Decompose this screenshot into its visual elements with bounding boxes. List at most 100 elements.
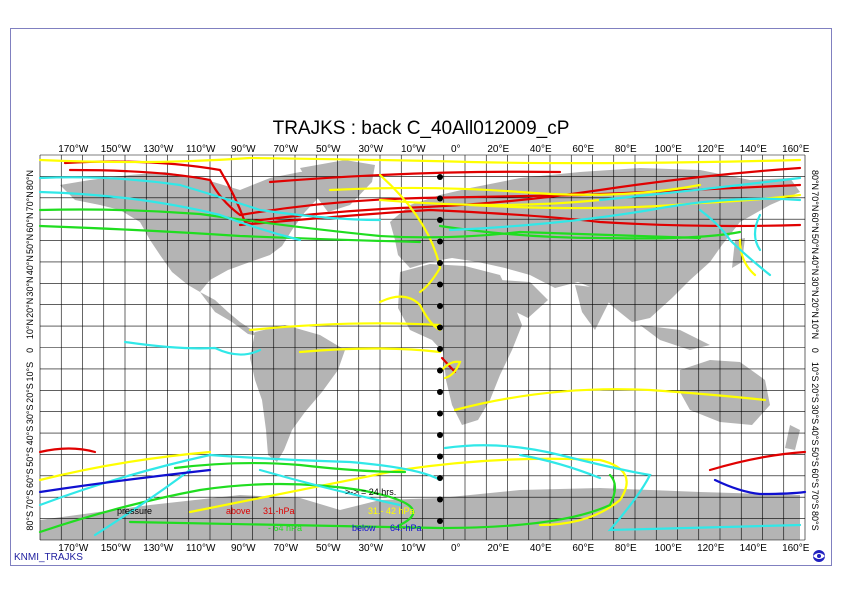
- top-lon-label: 160°E: [782, 144, 810, 155]
- legend-pressure-label: pressure: [117, 506, 152, 516]
- receptor-marker: [437, 346, 443, 352]
- trajectory-yellow-7: [248, 322, 442, 332]
- top-lon-label: 60°E: [572, 144, 594, 155]
- trajectory-yellow-13: [38, 450, 212, 482]
- top-lon-label: 40°E: [530, 144, 552, 155]
- bottom-lon-label: 0°: [451, 543, 461, 554]
- trajectory-cyan-10: [258, 468, 402, 507]
- axis-labels: 170°W 150°W 130°W 110°W 90°W 70°W 50°W 30°W 10°W…: [25, 144, 820, 554]
- left-lat-label: 40°S: [25, 426, 35, 446]
- legend-green-value: - 64 hPa: [268, 523, 302, 533]
- trajectories: [38, 156, 807, 537]
- right-lat-label: 50°S: [810, 447, 820, 467]
- receptor-marker: [437, 432, 443, 438]
- receptor-markers: [437, 174, 443, 524]
- trajectory-yellow-3: [378, 198, 602, 207]
- bottom-lon-label: 70°W: [273, 543, 298, 554]
- left-lat-label: 70°S: [25, 490, 35, 510]
- right-lat-label: 30°N: [810, 276, 820, 296]
- bottom-lon-label: 60°E: [572, 543, 594, 554]
- bottom-lon-label: 160°E: [782, 543, 810, 554]
- trajectory-yellow-11: [738, 238, 757, 277]
- legend-arrow-note: >-> = 24 hrs.: [345, 487, 396, 497]
- bottom-lon-label: 150°W: [101, 543, 132, 554]
- top-lon-label: 0°: [451, 144, 461, 155]
- receptor-marker: [437, 367, 443, 374]
- receptor-marker: [437, 174, 443, 180]
- right-lat-label: 0: [810, 348, 820, 353]
- left-lat-label: 30°S: [25, 404, 35, 424]
- receptor-marker: [437, 453, 443, 460]
- receptor-marker: [437, 389, 443, 395]
- top-lon-label: 140°E: [740, 144, 768, 155]
- top-lon-label: 170°W: [58, 144, 89, 155]
- top-lon-label: 130°W: [143, 144, 174, 155]
- bottom-lon-label: 50°W: [316, 543, 341, 554]
- bottom-lon-label: 40°E: [530, 543, 552, 554]
- left-lat-label: 20°N: [25, 298, 35, 318]
- receptor-marker: [437, 238, 443, 245]
- right-lat-label: 80°N: [810, 170, 820, 190]
- legend-below-label: below: [352, 523, 376, 533]
- trajectory-cyan-7: [123, 340, 262, 356]
- top-lon-label: 150°W: [101, 144, 132, 155]
- footer-label: KNMI_TRAJKS: [14, 552, 83, 563]
- trajectory-red-1: [63, 160, 802, 224]
- trajectory-cyan-4: [598, 176, 802, 202]
- receptor-marker: [437, 260, 443, 266]
- left-lat-label: 80°S: [25, 511, 35, 531]
- right-lat-label: 60°S: [810, 468, 820, 488]
- legend-above-label: above: [226, 506, 251, 516]
- top-lon-label: 70°W: [273, 144, 298, 155]
- bottom-lon-label: 80°E: [615, 543, 637, 554]
- left-lat-label: 40°N: [25, 255, 35, 275]
- top-lon-label: 120°E: [697, 144, 725, 155]
- left-lat-label: 10°N: [25, 319, 35, 339]
- top-lon-label: 90°W: [231, 144, 256, 155]
- map-frame: [10, 28, 832, 566]
- top-lon-label: 10°W: [401, 144, 426, 155]
- trajectory-green-1: [38, 208, 702, 240]
- left-lat-label: 10°S: [25, 362, 35, 382]
- bottom-lon-label: 90°W: [231, 543, 256, 554]
- receptor-marker: [437, 217, 443, 223]
- trajectory-green-2: [38, 224, 422, 244]
- trajectory-cyan-2: [38, 190, 302, 242]
- bottom-lon-label: 30°W: [358, 543, 383, 554]
- map-title: TRAJKS : back C_40All012009_cP: [273, 118, 570, 139]
- bottom-lon-label: 100°E: [655, 543, 683, 554]
- top-lon-label: 30°W: [358, 144, 383, 155]
- right-lat-label: 40°N: [810, 255, 820, 275]
- trajectory-red-3: [238, 208, 802, 228]
- knmi-logo: [813, 550, 825, 562]
- right-lat-label: 30°S: [810, 404, 820, 424]
- left-lat-label: 50°N: [25, 234, 35, 254]
- left-lat-label: 60°S: [25, 468, 35, 488]
- top-lon-label: 50°W: [316, 144, 341, 155]
- receptor-marker: [437, 518, 443, 524]
- trajectory-cyan-1: [38, 176, 382, 222]
- left-lat-label: 60°N: [25, 213, 35, 233]
- left-lat-label: 70°N: [25, 191, 35, 211]
- top-lon-label: 80°E: [615, 144, 637, 155]
- receptor-marker: [437, 324, 443, 331]
- trajectory-cyan-6: [753, 213, 762, 252]
- trajectory-blue-1: [38, 468, 212, 494]
- right-lat-label: 70°S: [810, 490, 820, 510]
- receptor-marker: [437, 281, 443, 288]
- left-lat-label: 0: [25, 348, 35, 353]
- right-lat-label: 60°N: [810, 213, 820, 233]
- lat-lon-grid: [39, 154, 806, 541]
- top-lon-label: 110°W: [186, 144, 216, 155]
- left-lat-label: 80°N: [25, 170, 35, 190]
- receptor-marker: [437, 475, 443, 481]
- trajectory-yellow-1: [38, 156, 802, 165]
- left-lat-label: 50°S: [25, 447, 35, 467]
- top-lon-label: 20°E: [487, 144, 509, 155]
- left-lat-label: 20°S: [25, 383, 35, 403]
- trajectory-cyan-5: [698, 208, 772, 277]
- trajectory-cyan-12: [518, 453, 602, 480]
- legend: >-> = 24 hrs. pressure above 31.-hPa 31.…: [117, 487, 422, 533]
- trajectory-cyan-11: [443, 444, 802, 532]
